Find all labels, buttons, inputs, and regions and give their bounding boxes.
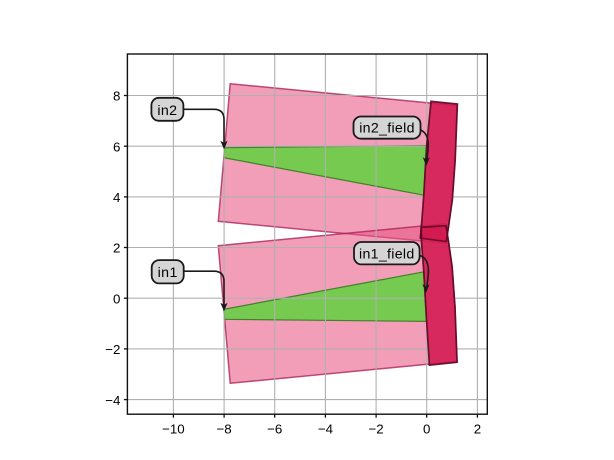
svg-text:−2: −2: [369, 422, 384, 437]
svg-text:−10: −10: [162, 422, 185, 437]
svg-text:0: 0: [113, 291, 120, 306]
svg-text:2: 2: [474, 422, 481, 437]
svg-text:in1: in1: [158, 265, 178, 281]
svg-text:−4: −4: [105, 393, 120, 408]
svg-text:−2: −2: [105, 342, 120, 357]
svg-text:6: 6: [113, 139, 120, 154]
svg-text:0: 0: [423, 422, 430, 437]
svg-text:−6: −6: [267, 422, 282, 437]
svg-text:2: 2: [113, 241, 120, 256]
svg-text:8: 8: [113, 89, 120, 104]
svg-text:−4: −4: [318, 422, 333, 437]
svg-text:in2: in2: [157, 103, 177, 119]
svg-text:in2_field: in2_field: [359, 121, 415, 137]
svg-text:−8: −8: [217, 422, 232, 437]
svg-text:4: 4: [113, 190, 120, 205]
svg-text:in1_field: in1_field: [359, 246, 415, 262]
